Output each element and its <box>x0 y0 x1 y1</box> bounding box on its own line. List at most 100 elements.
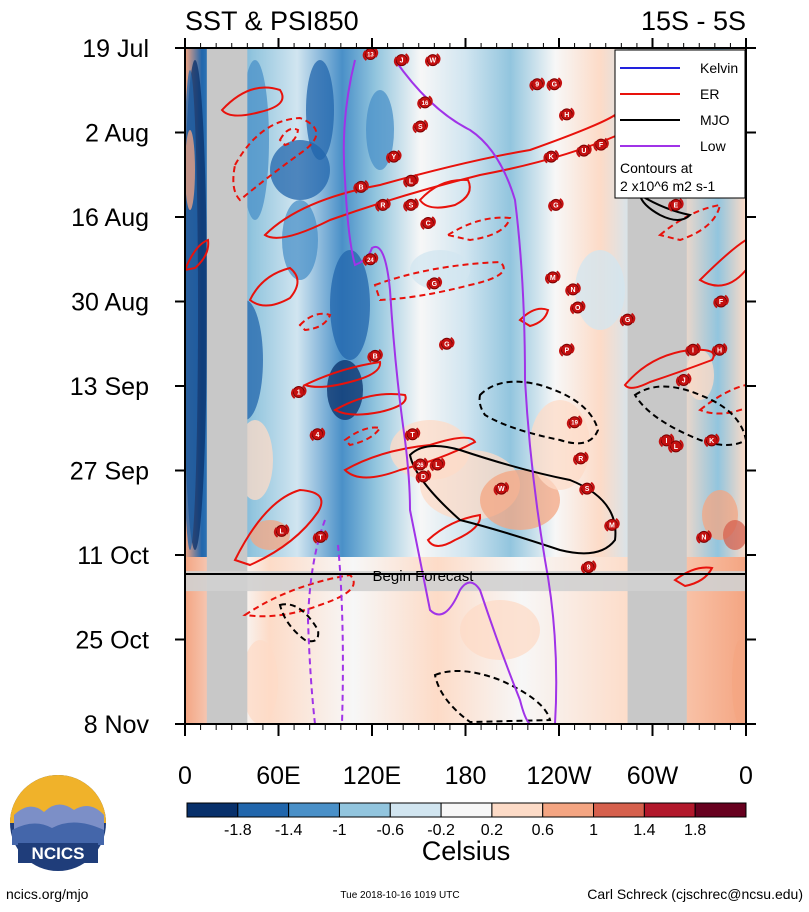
storm-marker: R <box>375 198 391 212</box>
storm-marker: O <box>569 300 586 315</box>
storm-marker-label: R <box>578 456 583 463</box>
x-tick-label: 0 <box>178 762 192 790</box>
y-tick-label: 8 Nov <box>84 711 150 739</box>
y-tick-label: 27 Sep <box>70 458 149 486</box>
storm-marker-label: 4 <box>316 432 320 439</box>
storm-marker: M <box>604 518 620 532</box>
storm-marker: U <box>576 143 592 158</box>
storm-marker-label: G <box>552 82 558 89</box>
colorbar-swatch <box>338 802 391 818</box>
storm-marker: J <box>675 373 692 387</box>
storm-marker-label: L <box>279 528 284 535</box>
storm-marker-label: F <box>719 299 724 306</box>
storm-marker: G <box>426 276 443 291</box>
x-tick-label: 180 <box>445 762 487 790</box>
colorbar-swatch <box>593 802 645 818</box>
colorbar-swatch <box>389 802 442 818</box>
storm-marker-label: 24 <box>367 258 374 264</box>
storm-marker-label: D <box>421 474 426 481</box>
legend: Kelvin ER MJO Low Contours at 2 x10^6 m2 s-… <box>614 49 746 199</box>
colorbar-tick-label: -0.2 <box>427 822 455 839</box>
y-tick-label: 25 Oct <box>75 627 149 655</box>
storm-marker: P <box>559 343 575 357</box>
storm-marker-label: L <box>435 462 440 469</box>
storm-marker: F <box>593 137 609 152</box>
storm-marker-label: S <box>585 486 590 493</box>
storm-marker: L <box>403 174 419 188</box>
storm-marker-label: I <box>666 438 668 445</box>
y-tick-label: 16 Aug <box>71 204 149 232</box>
colorbar-tick-label: 0.6 <box>532 822 554 839</box>
storm-marker-label: N <box>701 534 706 541</box>
storm-marker-label: O <box>575 305 581 312</box>
storm-marker: 1 <box>291 385 307 399</box>
storm-marker-label: G <box>553 202 559 209</box>
storm-marker-label: J <box>682 377 686 384</box>
colorbar-swatch <box>643 802 696 818</box>
storm-marker-label: E <box>674 202 679 209</box>
storm-marker: 4 <box>309 427 326 442</box>
logo-text: NCICS <box>32 844 85 863</box>
storm-marker-label: 9 <box>535 82 539 89</box>
legend-box <box>614 49 746 199</box>
storm-marker: N <box>565 282 581 297</box>
x-tick-label: 60W <box>627 762 679 790</box>
legend-contour-note-2: 2 x10^6 m2 s-1 <box>620 178 715 194</box>
colorbar-swatch <box>542 802 595 818</box>
footer-url: ncics.org/mjo <box>6 886 89 902</box>
storm-marker-label: J <box>400 58 404 65</box>
x-tick-label: 120E <box>343 762 401 790</box>
colorbar: -1.8 -1.4 -1 -0.6 -0.2 0.2 0.6 1 1.4 1.8 <box>186 802 747 839</box>
storm-marker-label: T <box>318 534 323 541</box>
sst-anomaly-patches <box>185 60 746 724</box>
storm-marker: G <box>548 198 564 212</box>
storm-marker: G <box>439 336 455 351</box>
storm-marker: B <box>353 180 369 194</box>
storm-marker: J <box>393 53 410 67</box>
storm-marker: Y <box>386 149 402 164</box>
storm-marker-label: H <box>564 112 569 119</box>
storm-marker-label: 1 <box>297 390 301 397</box>
storm-marker: 13 <box>362 48 379 61</box>
colorbar-swatch <box>237 802 290 818</box>
storm-marker-label: 26 <box>417 463 424 469</box>
chart-title: SST & PSI850 <box>185 6 359 36</box>
legend-label: Low <box>700 138 727 154</box>
storm-marker-label: G <box>432 281 438 288</box>
legend-label: ER <box>700 86 719 102</box>
y-tick-label: 11 Oct <box>77 542 149 570</box>
colorbar-tick-label: 1 <box>589 822 598 839</box>
x-tick-label: 60E <box>256 762 300 790</box>
x-tick-label: 0 <box>739 762 753 790</box>
storm-marker-label: P <box>564 347 569 354</box>
colorbar-tick-label: -1.4 <box>275 822 303 839</box>
storm-marker: T <box>312 530 329 544</box>
colorbar-swatch <box>694 802 747 818</box>
forecast-label: Begin Forecast <box>373 568 475 585</box>
storm-marker: R <box>573 451 589 466</box>
storm-marker-label: 9 <box>587 565 591 572</box>
storm-marker-label: G <box>625 317 631 324</box>
storm-marker: M <box>545 270 561 285</box>
storm-marker-label: I <box>692 347 694 354</box>
storm-marker: K <box>543 149 559 164</box>
legend-label: Kelvin <box>700 60 738 76</box>
storm-marker: B <box>367 349 383 363</box>
storm-marker-label: L <box>409 178 414 185</box>
storm-marker: L <box>273 524 290 538</box>
storm-marker-label: N <box>570 287 575 294</box>
colorbar-label: Celsius <box>422 836 511 866</box>
storm-marker: G <box>546 77 563 91</box>
storm-marker: 9 <box>580 560 597 574</box>
storm-markers: 13 J W 9 G 16 H S Y K U F L B R S C G E 24 G M N O F G G P B I H J 1 19 4 T… <box>273 48 729 574</box>
y-tick-label: 13 Sep <box>70 373 149 401</box>
storm-marker-label: 13 <box>367 53 374 59</box>
y-tick-label: 2 Aug <box>85 120 149 148</box>
storm-marker-label: S <box>409 202 414 209</box>
chart-subtitle-region: 15S - 5S <box>641 6 746 36</box>
storm-marker: F <box>713 294 729 309</box>
storm-marker-label: B <box>373 353 378 360</box>
storm-marker-label: 19 <box>571 421 578 427</box>
storm-marker: T <box>404 427 421 442</box>
storm-marker: N <box>696 530 712 544</box>
